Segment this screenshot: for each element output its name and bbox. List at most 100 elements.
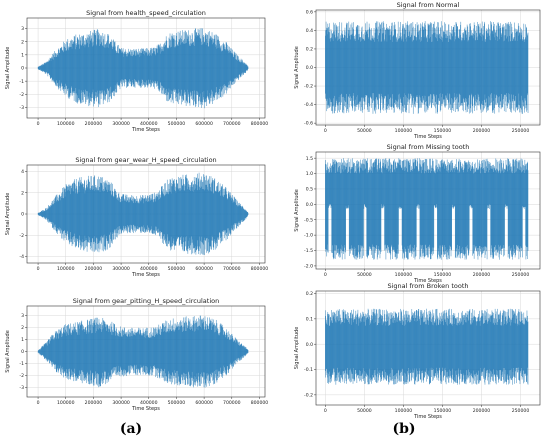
y-tick-label: 0.0 bbox=[306, 342, 313, 348]
y-tick-label: 3 bbox=[21, 313, 24, 319]
x-axis-label: Time Steps bbox=[413, 278, 442, 284]
chart-panel-4: 0 50000 100000 150000 200000 250000 -0.6 -0.4 -0… bbox=[294, 1, 541, 140]
x-tick-label: 100000 bbox=[57, 121, 75, 127]
panel-label-a: (a) bbox=[120, 421, 142, 437]
signal-series bbox=[325, 308, 529, 385]
x-tick-label: 600000 bbox=[195, 400, 213, 406]
x-tick-label: 50000 bbox=[357, 408, 372, 414]
x-tick-label: 700000 bbox=[223, 121, 241, 127]
x-tick-label: 200000 bbox=[473, 128, 491, 134]
chart-title: Signal from Missing tooth bbox=[387, 143, 470, 151]
y-tick-label: 0 bbox=[21, 349, 24, 355]
x-tick-label: 300000 bbox=[112, 400, 130, 406]
y-tick-label: 1 bbox=[21, 337, 24, 343]
x-axis-label: Time Steps bbox=[131, 127, 160, 133]
x-tick-label: 50000 bbox=[357, 128, 372, 134]
y-tick-label: 0.6 bbox=[306, 9, 313, 15]
x-tick-label: 0 bbox=[324, 128, 327, 134]
x-tick-label: 50000 bbox=[357, 272, 372, 278]
y-tick-label: 0.2 bbox=[306, 291, 313, 297]
chart-title: Signal from health_speed_circulation bbox=[86, 9, 206, 17]
y-axis-label: Signal Amplitude bbox=[5, 193, 11, 236]
y-tick-label: -1 bbox=[19, 79, 24, 85]
x-axis-label: Time Steps bbox=[131, 272, 160, 278]
x-tick-label: 100000 bbox=[57, 266, 75, 272]
x-axis-label: Time Steps bbox=[413, 134, 442, 140]
x-tick-label: 500000 bbox=[168, 400, 186, 406]
x-tick-label: 600000 bbox=[195, 266, 213, 272]
x-tick-label: 500000 bbox=[168, 266, 186, 272]
y-axis-label: Signal Amplitude bbox=[294, 189, 300, 232]
x-tick-label: 500000 bbox=[168, 121, 186, 127]
y-axis-label: Signal Amplitude bbox=[294, 327, 300, 370]
y-tick-label: 0.2 bbox=[306, 47, 313, 53]
chart-title: Signal from gear_pitting_H_speed_circula… bbox=[73, 297, 219, 305]
y-tick-label: 0 bbox=[21, 212, 24, 218]
chart-title: Signal from gear_wear_H_speed_circulatio… bbox=[75, 156, 216, 164]
x-tick-label: 800000 bbox=[251, 121, 269, 127]
signal-series bbox=[37, 315, 249, 388]
x-tick-label: 150000 bbox=[434, 128, 452, 134]
x-tick-label: 700000 bbox=[223, 400, 241, 406]
x-tick-label: 0 bbox=[37, 266, 40, 272]
y-axis-label: Signal Amplitude bbox=[5, 330, 11, 373]
x-tick-label: 200000 bbox=[473, 408, 491, 414]
signal-series bbox=[325, 21, 529, 114]
x-tick-label: 800000 bbox=[251, 400, 269, 406]
y-tick-label: 0 bbox=[21, 66, 24, 72]
x-axis-label: Time Steps bbox=[413, 414, 442, 420]
x-tick-label: 600000 bbox=[195, 121, 213, 127]
y-tick-label: 2 bbox=[21, 190, 24, 196]
y-tick-label: 4 bbox=[21, 169, 24, 175]
chart-panel-5: 0 50000 100000 150000 200000 250000 -2.0 -1.5 -1… bbox=[294, 143, 541, 284]
x-axis-label: Time Steps bbox=[131, 406, 160, 412]
x-tick-label: 100000 bbox=[395, 128, 413, 134]
x-tick-label: 100000 bbox=[395, 408, 413, 414]
y-tick-label: 1.5 bbox=[306, 156, 313, 162]
x-tick-label: 250000 bbox=[512, 272, 530, 278]
panel-label-b: (b) bbox=[392, 421, 415, 437]
x-tick-label: 200000 bbox=[473, 272, 491, 278]
y-tick-label: -0.1 bbox=[304, 367, 313, 373]
plot-frame bbox=[315, 290, 541, 406]
x-tick-label: 0 bbox=[324, 272, 327, 278]
x-tick-label: 0 bbox=[37, 121, 40, 127]
y-tick-label: -1.0 bbox=[304, 233, 313, 239]
y-tick-label: -1.5 bbox=[304, 248, 313, 254]
x-tick-label: 400000 bbox=[140, 121, 158, 127]
y-axis-label: Signal Amplitude bbox=[294, 46, 300, 89]
y-tick-label: -1 bbox=[19, 361, 24, 367]
x-tick-label: 0 bbox=[37, 400, 40, 406]
y-tick-label: 1 bbox=[21, 52, 24, 58]
chart-title: Signal from Normal bbox=[397, 1, 460, 9]
y-tick-label: -3 bbox=[19, 105, 24, 111]
x-tick-label: 250000 bbox=[512, 408, 530, 414]
x-tick-label: 400000 bbox=[140, 266, 158, 272]
y-tick-label: -4 bbox=[19, 254, 24, 260]
y-tick-label: 2 bbox=[21, 39, 24, 45]
y-axis-label: Signal Amplitude bbox=[5, 47, 11, 90]
y-tick-label: -0.5 bbox=[304, 217, 313, 223]
plot-frame bbox=[315, 151, 541, 270]
chart-panel-3: 0 100000 200000 300000 400000 500000 600000 700… bbox=[5, 297, 268, 412]
signal-series bbox=[37, 172, 249, 255]
y-tick-label: 0.0 bbox=[306, 202, 313, 208]
x-tick-label: 150000 bbox=[434, 408, 452, 414]
signal-series bbox=[37, 28, 249, 109]
y-tick-label: -2 bbox=[19, 373, 24, 379]
x-tick-label: 700000 bbox=[223, 266, 241, 272]
y-tick-label: -2 bbox=[19, 233, 24, 239]
signal-series bbox=[325, 158, 529, 260]
x-tick-label: 100000 bbox=[57, 400, 75, 406]
chart-panel-2: 0 100000 200000 300000 400000 500000 600000 700… bbox=[5, 156, 268, 278]
x-tick-label: 100000 bbox=[395, 272, 413, 278]
y-tick-label: 0.0 bbox=[306, 65, 313, 71]
chart-panel-1: 0 100000 200000 300000 400000 500000 600000 700… bbox=[5, 9, 268, 133]
y-tick-label: -3 bbox=[19, 385, 24, 391]
x-tick-label: 0 bbox=[324, 408, 327, 414]
x-tick-label: 300000 bbox=[112, 266, 130, 272]
y-tick-label: 1.0 bbox=[306, 171, 313, 177]
y-tick-label: 0.1 bbox=[306, 316, 313, 322]
x-tick-label: 200000 bbox=[85, 121, 103, 127]
